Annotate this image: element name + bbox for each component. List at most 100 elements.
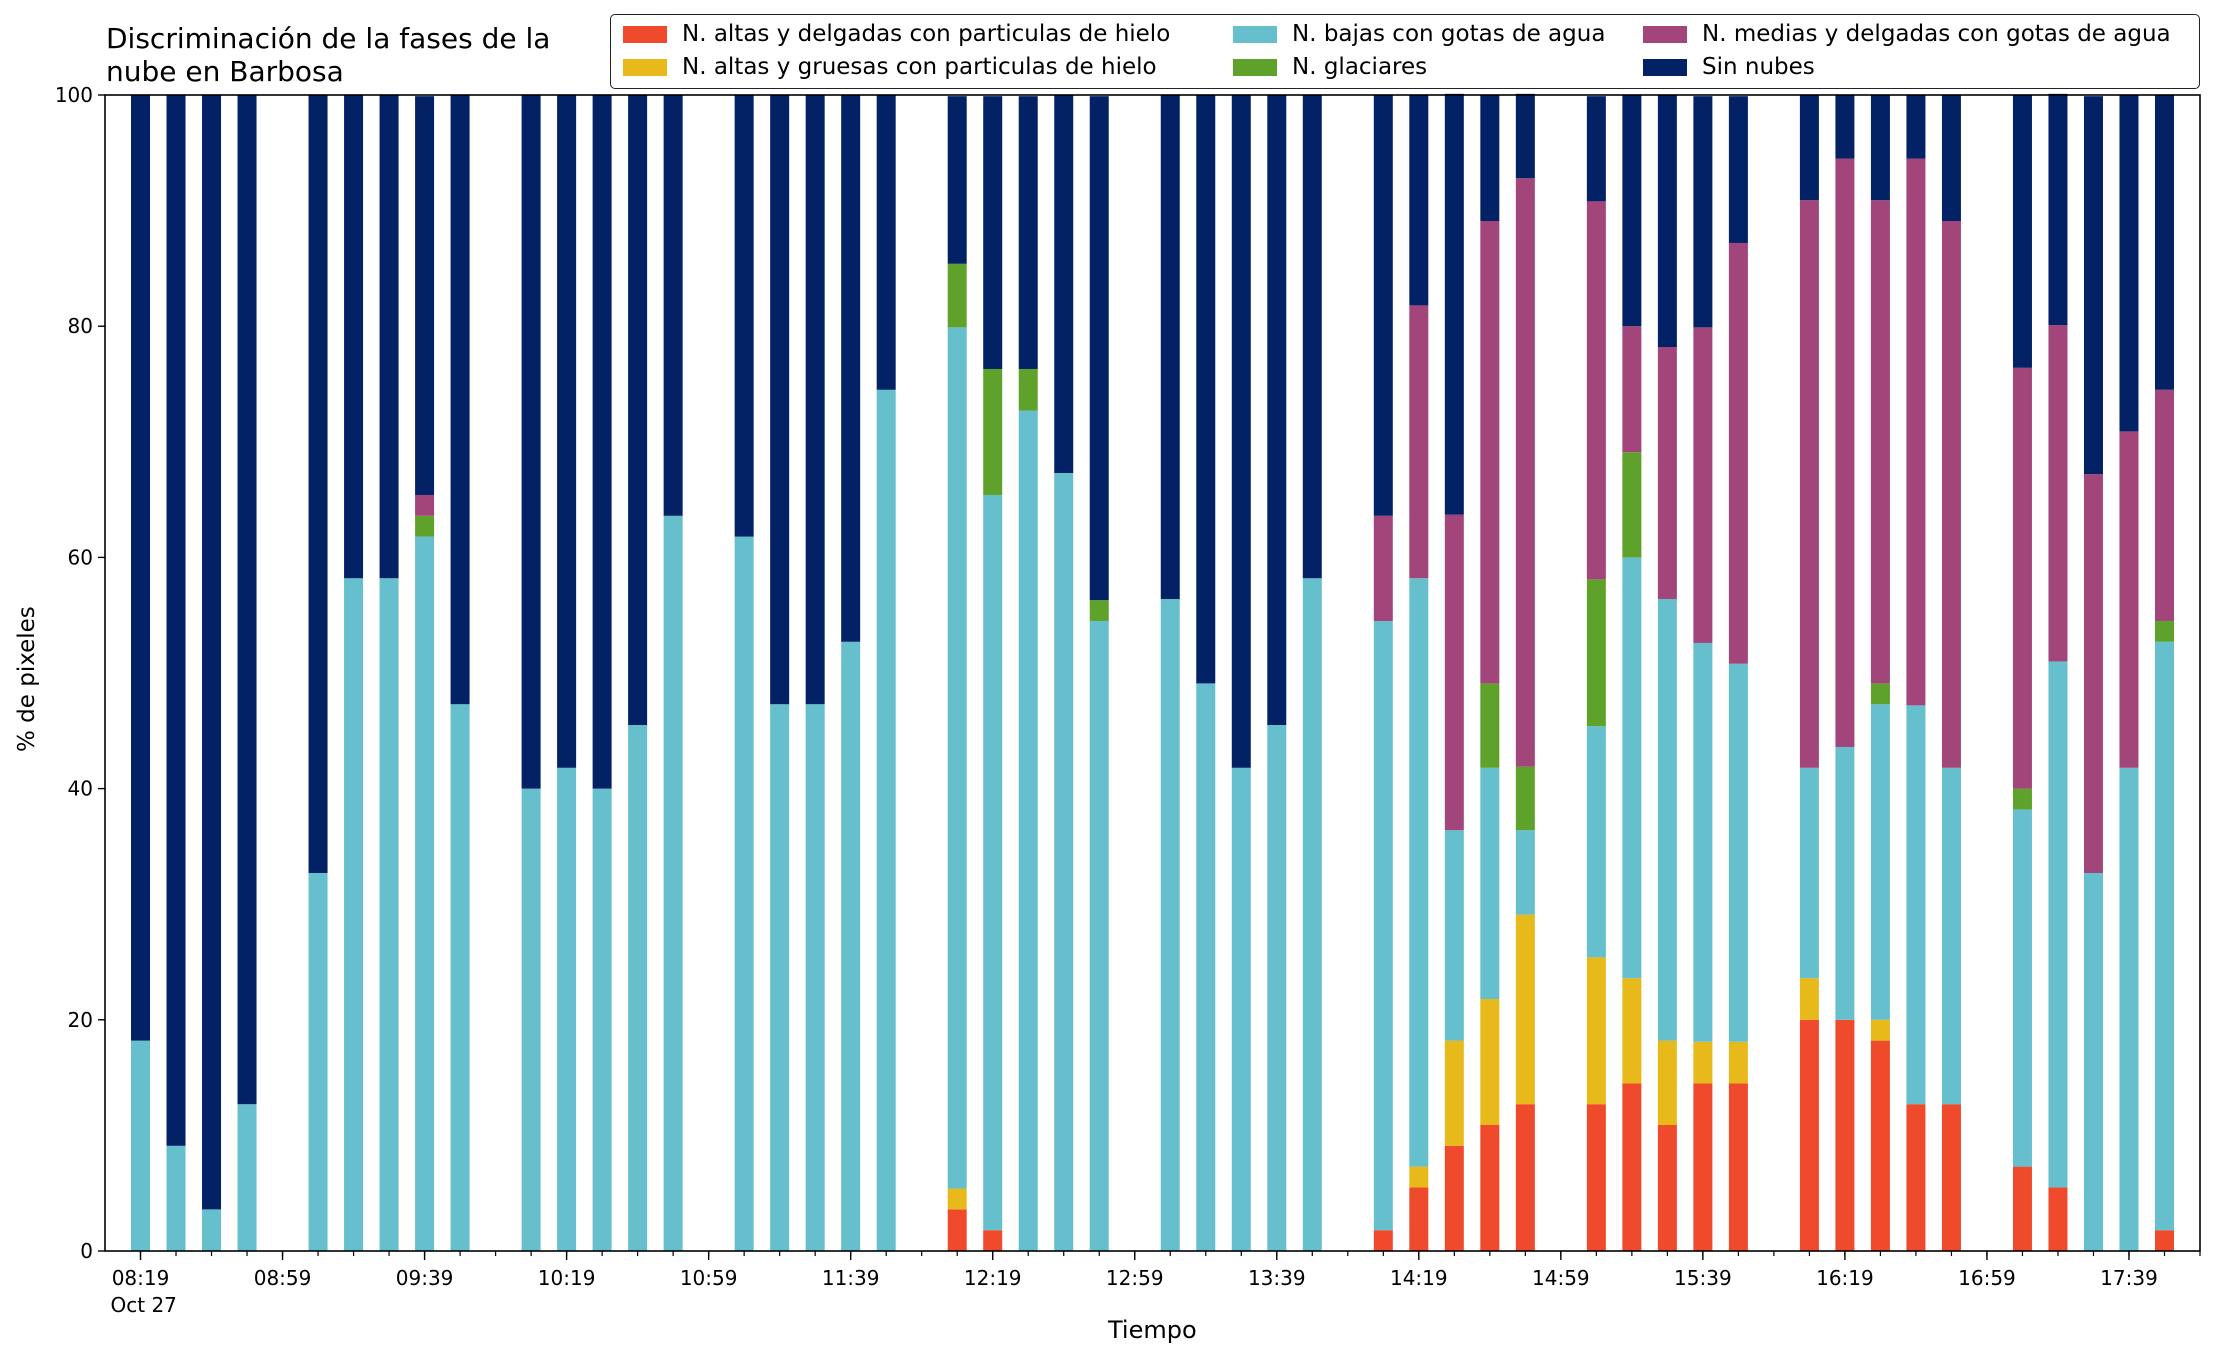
y-tick-label: 0 (80, 1239, 93, 1263)
bar-segment (166, 95, 186, 1146)
bar-segment (1515, 830, 1535, 915)
bar-segment (131, 1040, 151, 1251)
legend-label: N. altas y delgadas con particulas de hi… (682, 21, 1171, 47)
bar-segment (2012, 367, 2032, 789)
bar-segment (1906, 95, 1926, 159)
bar-segment (947, 263, 967, 328)
bar-segment (1373, 620, 1393, 1231)
bar-segment (1160, 599, 1180, 1251)
bar-segment (1480, 1124, 1500, 1251)
bar-segment (770, 95, 790, 705)
legend-swatch (623, 58, 667, 76)
bar-segment (1835, 158, 1855, 747)
bar-segment (1870, 200, 1890, 684)
x-tick-label: 08:59 (254, 1266, 312, 1290)
bar-segment (1622, 326, 1642, 453)
bar-segment (2012, 788, 2032, 810)
y-tick-label: 40 (68, 777, 93, 801)
bar-segment (2119, 95, 2139, 432)
bar-segment (1480, 221, 1500, 684)
bar-segment (2048, 93, 2068, 326)
x-tick-label: 15:39 (1674, 1266, 1732, 1290)
bar-segment (308, 95, 328, 873)
bar-segment (1444, 1145, 1464, 1251)
bar-segment (2048, 325, 2068, 662)
bar-segment (2012, 1166, 2032, 1251)
bar-segment (1941, 95, 1961, 222)
bar-segment (1586, 957, 1606, 1105)
x-tick-label: 12:59 (1106, 1266, 1164, 1290)
bar-segment (1799, 200, 1819, 768)
x-tick-label: 09:39 (396, 1266, 454, 1290)
bar-segment (947, 327, 967, 1189)
bar-segment (1409, 305, 1429, 579)
bar-segment (876, 95, 896, 390)
bar-segment (841, 641, 861, 1251)
bar-segment (734, 95, 754, 537)
bar-segment (521, 95, 541, 789)
bar-segment (1870, 1019, 1890, 1041)
bar-segment (947, 96, 967, 264)
bar-segment (1693, 1041, 1713, 1084)
legend-label: Sin nubes (1702, 54, 1815, 80)
bar-segment (1657, 1040, 1677, 1125)
bar-segment (2119, 767, 2139, 1251)
x-tick-label: 17:39 (2100, 1266, 2158, 1290)
bar-segment (166, 1145, 186, 1251)
bar-segment (1870, 704, 1890, 1020)
bar-segment (663, 95, 683, 516)
bar-segment (1586, 1104, 1606, 1251)
bar-segment (592, 95, 612, 789)
bar-segment (1196, 683, 1216, 1251)
bar-segment (202, 1209, 222, 1251)
bar-segment (1870, 1040, 1890, 1251)
bar-segment (1302, 95, 1322, 579)
bar-segment (1657, 95, 1677, 348)
bar-segment (2154, 389, 2174, 621)
bar-segment (1622, 978, 1642, 1084)
bar-segment (1267, 725, 1287, 1251)
bar-segment (841, 95, 861, 642)
bar-segment (2083, 474, 2103, 873)
bar-segment (1799, 95, 1819, 201)
bar-segment (1444, 1040, 1464, 1146)
y-tick-label: 20 (68, 1008, 93, 1032)
bar-segment (1018, 368, 1038, 411)
bar-segment (415, 515, 435, 537)
y-tick-label: 100 (55, 83, 93, 107)
bar-segment (237, 1104, 257, 1251)
bar-segment (1870, 683, 1890, 705)
bar-segment (415, 494, 435, 516)
bar-segment (1622, 1083, 1642, 1251)
y-tick-label: 60 (68, 545, 93, 569)
bar-segment (983, 368, 1003, 495)
bar-segment (2154, 1230, 2174, 1251)
chart-legend: N. altas y delgadas con particulas de hi… (610, 14, 2200, 89)
x-tick-label: 14:19 (1390, 1266, 1448, 1290)
bar-segment (521, 788, 541, 1251)
bar-segment (1373, 95, 1393, 516)
bar-segment (1196, 95, 1216, 684)
bar-segment (1480, 683, 1500, 768)
legend-label: N. bajas con gotas de agua (1292, 21, 1606, 47)
bar-segment (1906, 158, 1926, 706)
legend-swatch (1233, 58, 1277, 76)
bar-segment (1018, 96, 1038, 369)
bar-segment (1906, 1104, 1926, 1251)
legend-label: N. glaciares (1292, 54, 1428, 80)
x-tick-label: 11:39 (822, 1266, 880, 1290)
bar-segment (1622, 557, 1642, 979)
bar-segment (1728, 96, 1748, 243)
bar-segment (2083, 872, 2103, 1251)
bar-segment (1835, 1019, 1855, 1251)
bar-segment (557, 95, 577, 768)
bar-segment (1693, 96, 1713, 328)
bar-segment (1160, 95, 1180, 600)
legend-swatch (1643, 58, 1687, 76)
bar-segment (1444, 93, 1464, 515)
bar-segment (415, 536, 435, 1251)
bar-segment (1799, 978, 1819, 1020)
bar-segment (1657, 599, 1677, 1041)
bar-segment (1728, 242, 1748, 664)
